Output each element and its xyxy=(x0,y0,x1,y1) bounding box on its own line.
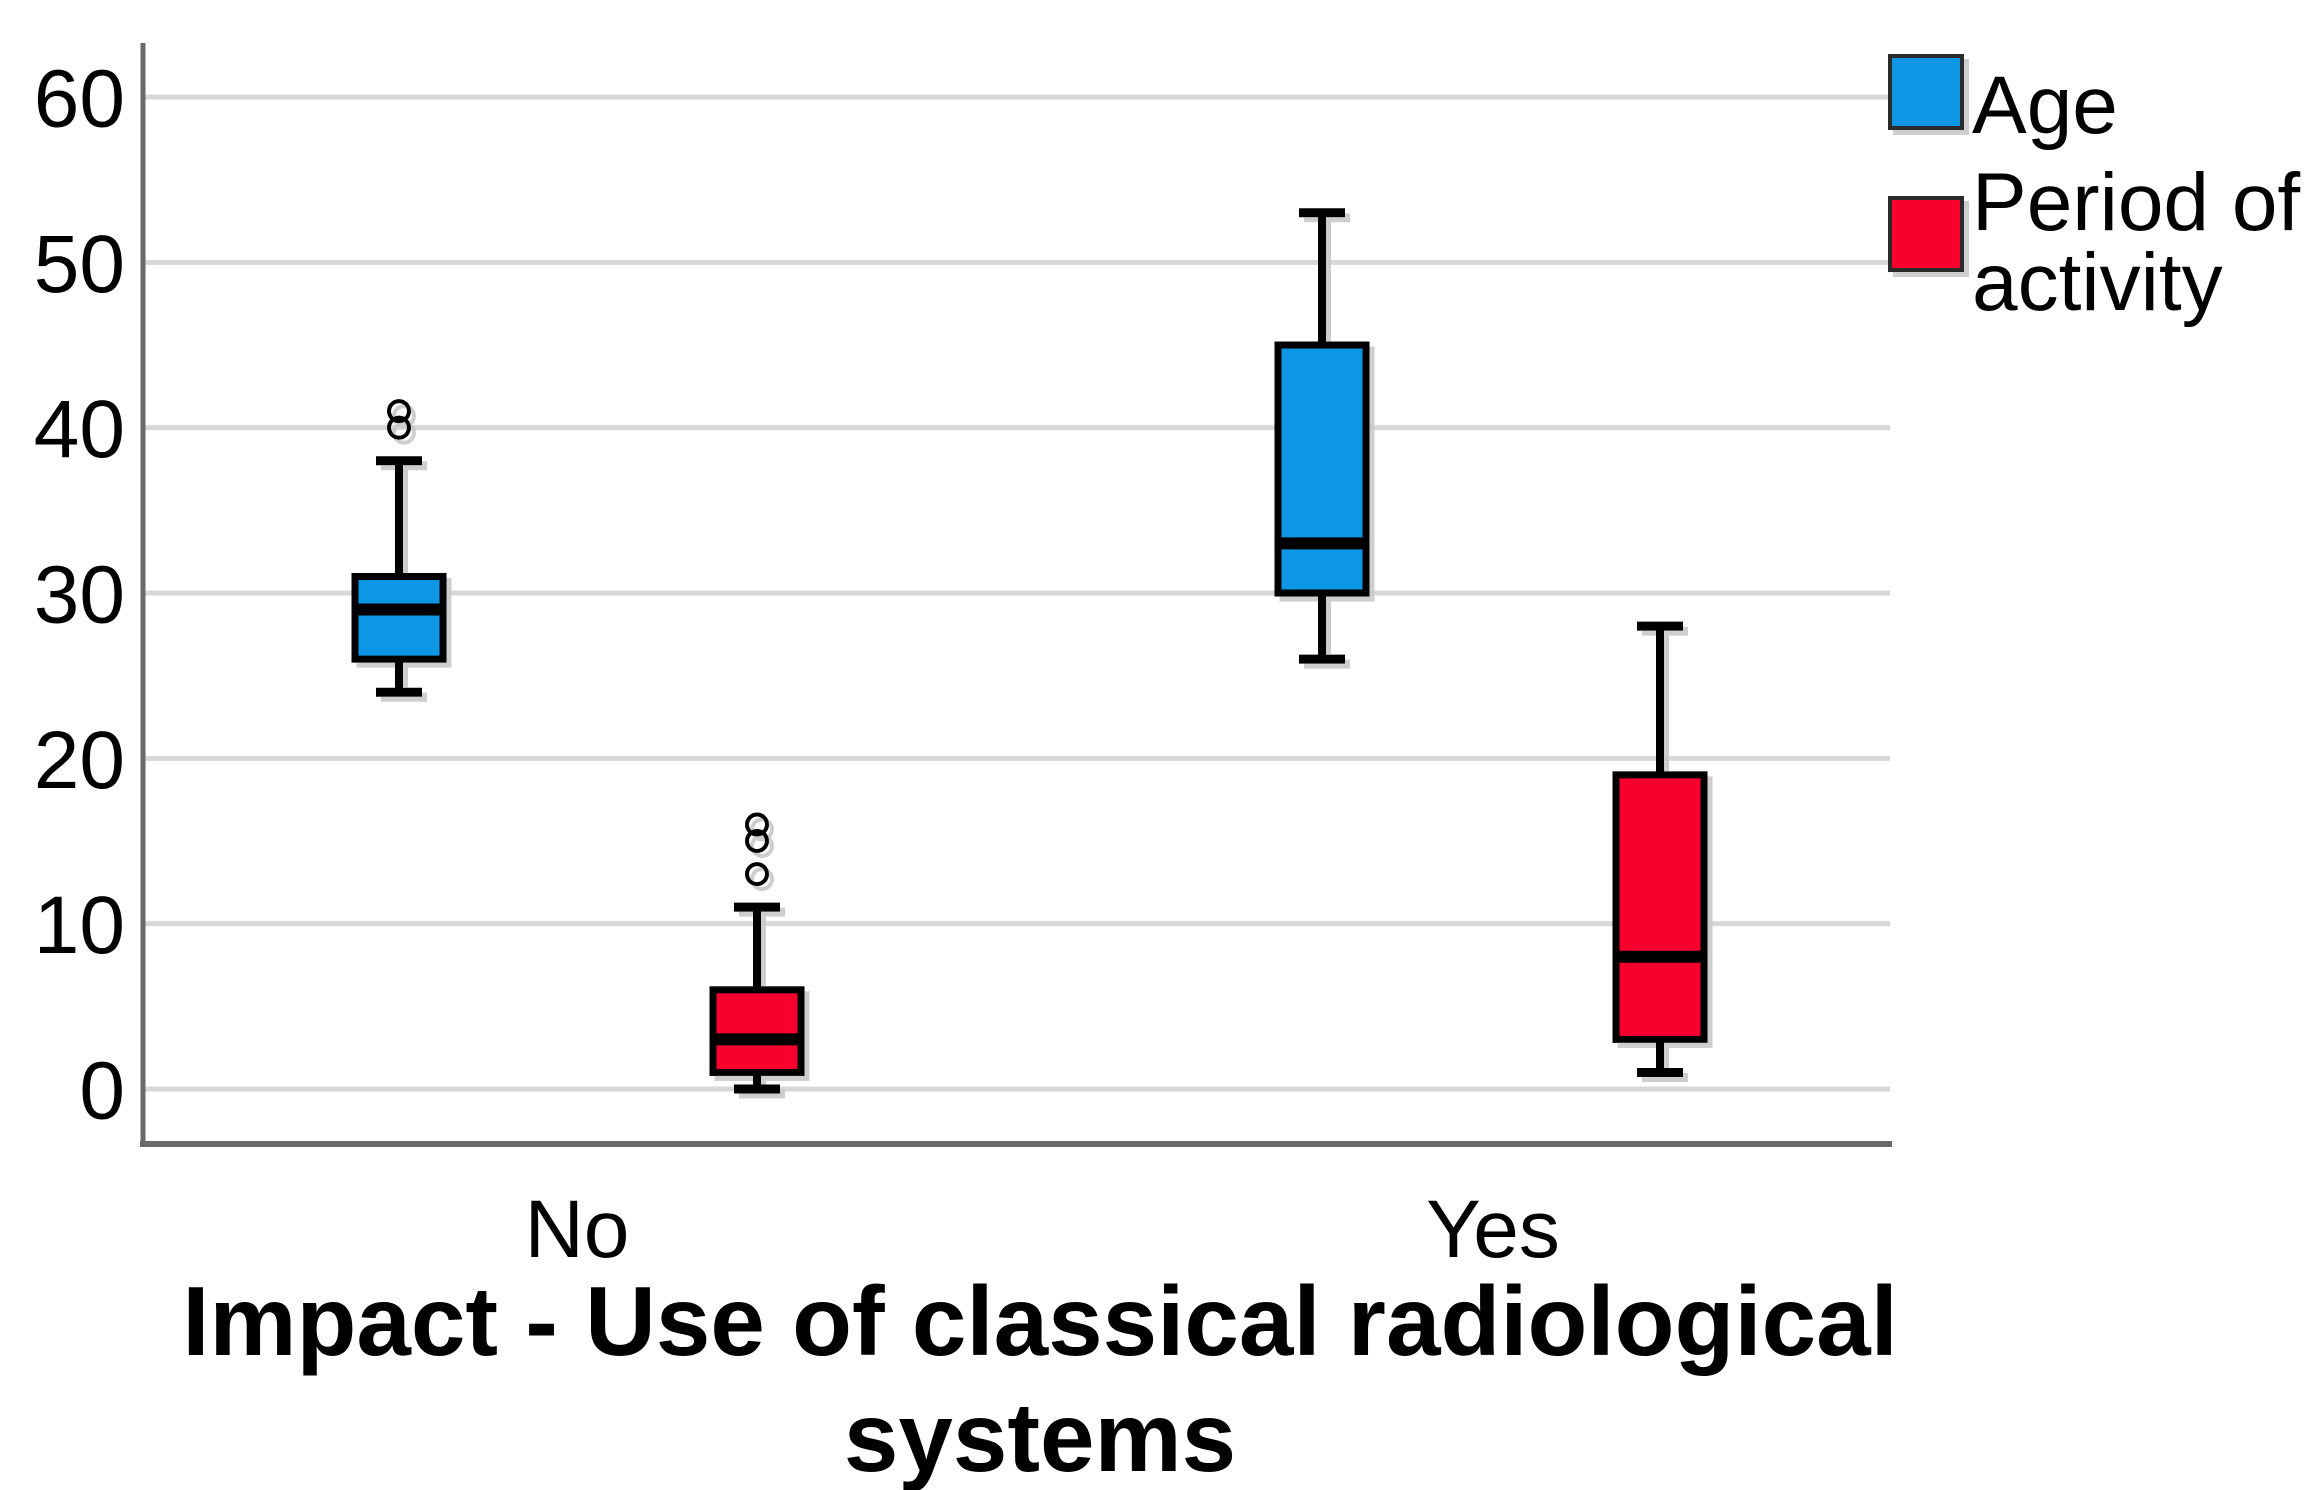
outlier-point xyxy=(387,415,411,440)
iqr-box xyxy=(709,986,805,1076)
legend-swatch xyxy=(1888,196,1964,272)
outlier-point xyxy=(745,812,769,837)
legend-label: activity xyxy=(1972,237,2223,328)
box-period-of-activity-yes xyxy=(1612,621,1708,1077)
iqr-box xyxy=(1612,771,1708,1043)
y-tick-label: 50 xyxy=(34,219,125,310)
y-tick-labels: 0 10 20 30 40 50 60 xyxy=(34,54,125,1137)
legend-label: Age xyxy=(1972,60,2118,151)
box-age-no xyxy=(351,399,447,697)
box-period-of-activity-no xyxy=(709,812,805,1094)
legend-swatch xyxy=(1888,54,1964,130)
x-tick-label: Yes xyxy=(1426,1184,1560,1275)
x-tick-label: No xyxy=(525,1184,630,1275)
outlier-point xyxy=(387,399,411,424)
legend-item-age: Age xyxy=(1888,54,2118,151)
y-tick-label: 10 xyxy=(34,880,125,971)
outlier-point xyxy=(745,862,769,887)
iqr-box xyxy=(351,572,447,663)
x-axis-title-line-1: Impact - Use of classical radiological xyxy=(182,1266,1898,1376)
box-age-yes xyxy=(1274,208,1370,664)
x-tick-labels: No Yes xyxy=(525,1184,1560,1275)
x-axis-title: Impact - Use of classical radiological s… xyxy=(0,1264,2080,1490)
legend-label: Period of xyxy=(1972,157,2300,248)
y-tick-label: 30 xyxy=(34,550,125,641)
y-tick-label: 40 xyxy=(34,384,125,475)
y-tick-label: 60 xyxy=(34,54,125,145)
iqr-box xyxy=(1274,341,1370,597)
outlier-point xyxy=(745,829,769,854)
y-tick-label: 20 xyxy=(34,715,125,806)
x-axis-title-line-2: systems xyxy=(843,1381,1237,1490)
y-tick-label: 0 xyxy=(79,1046,125,1137)
